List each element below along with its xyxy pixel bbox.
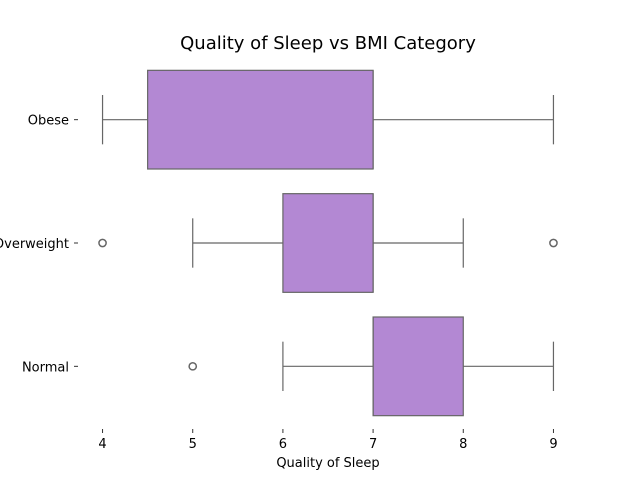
outlier-overweight [98, 238, 107, 248]
y-tick-label-overweight: Overweight [0, 237, 69, 252]
x-tick-label-4: 4 [98, 437, 106, 452]
y-tick-label-obese: Obese [28, 114, 69, 129]
box-obese [147, 69, 374, 170]
x-tick-label-9: 9 [549, 437, 557, 452]
y-tick-label-normal: Normal [22, 360, 69, 375]
x-tick-label-6: 6 [279, 437, 287, 452]
box-overweight [282, 193, 374, 293]
x-axis-label: Quality of Sleep [276, 456, 379, 471]
plot-area: Obese Overweight Normal 4 5 6 7 8 9 [0, 69, 558, 452]
x-tick-label-7: 7 [369, 437, 377, 452]
chart-title: Quality of Sleep vs BMI Category [180, 33, 476, 54]
outlier-overweight [549, 238, 558, 248]
x-tick-label-8: 8 [459, 437, 467, 452]
outlier-normal [188, 361, 198, 371]
box-normal [372, 316, 464, 417]
x-tick-label-5: 5 [189, 437, 197, 452]
